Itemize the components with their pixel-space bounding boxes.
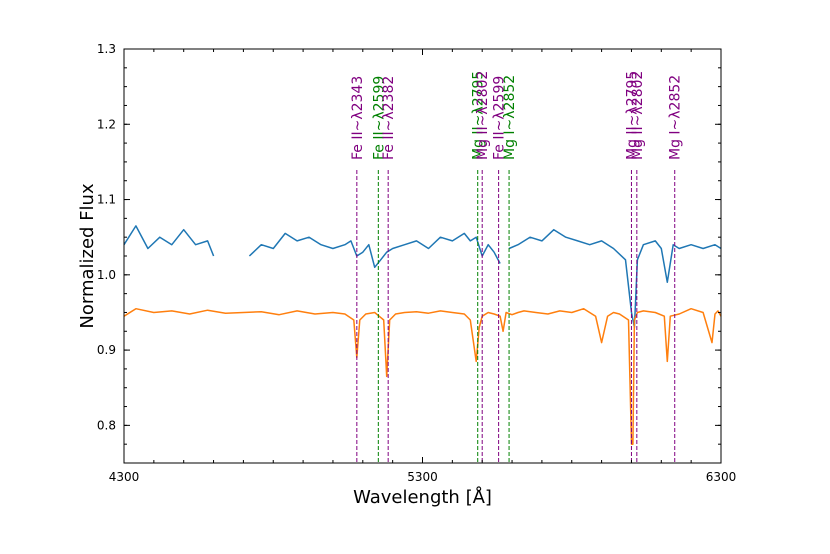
absorption-line-label: Mg II~λ2802	[630, 71, 646, 160]
absorption-line-label: Mg I~λ2852	[668, 75, 684, 160]
y-tick-label: 0.9	[97, 343, 116, 357]
absorption-line-label: Mg II~λ2802	[475, 71, 491, 160]
x-axis-title: Wavelength [Å]	[353, 486, 492, 508]
spectrum-line-1-segment-2	[248, 232, 501, 269]
spectrum-line-2-segment-1	[123, 307, 722, 445]
y-tick-label: 1.3	[97, 42, 116, 56]
x-tick-label: 6300	[706, 470, 737, 484]
absorption-line-label: Mg I~λ2852	[502, 75, 518, 160]
spectrum-line-1-segment-1	[123, 225, 215, 257]
y-tick-label: 1.1	[97, 193, 116, 207]
absorption-line-label: Fe II~λ2343	[350, 76, 366, 160]
x-tick-label: 4300	[109, 470, 140, 484]
spectrum-line-1-segment-3	[508, 228, 722, 329]
absorption-line-label: Fe II~λ2382	[381, 76, 397, 160]
y-tick-label: 1.0	[97, 268, 116, 282]
y-axis-title: Normalized Flux	[77, 183, 98, 329]
absorption-line-label: Fe II~λ2599	[492, 76, 508, 160]
y-tick-label: 0.8	[97, 418, 116, 432]
axis-ticks: 4300 5300 6300 0.8 0.9 1.0 1.1 1.2 1.3	[97, 42, 736, 484]
x-tick-label: 5300	[407, 470, 438, 484]
absorption-line-label: Mg II~λ2795	[624, 71, 640, 160]
absorption-line-label: Fe II~λ2599	[371, 76, 387, 160]
y-tick-label: 1.2	[97, 117, 116, 131]
absorption-line-label: Mg II~λ2795	[471, 71, 487, 160]
spectra-group	[123, 225, 722, 445]
